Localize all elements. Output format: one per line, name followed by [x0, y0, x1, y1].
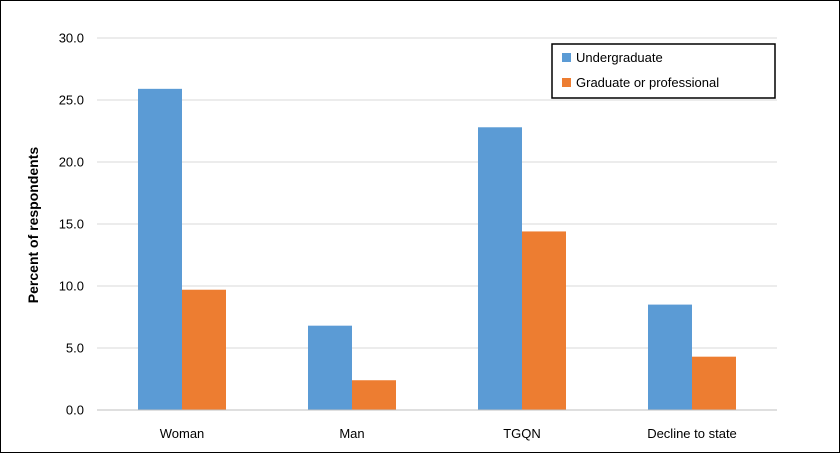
bar-undergraduate-woman — [138, 88, 182, 410]
y-tick-label: 20.0 — [59, 155, 84, 170]
bar-undergraduate-decline-to-state — [648, 304, 692, 410]
y-tick-label: 0.0 — [66, 403, 84, 418]
x-category-label: Man — [339, 426, 364, 441]
y-tick-label: 30.0 — [59, 31, 84, 46]
legend-box — [551, 43, 776, 99]
bar-graduate-tgqn — [522, 231, 566, 410]
x-category-label: Decline to state — [647, 426, 737, 441]
y-tick-label: 10.0 — [59, 279, 84, 294]
bar-graduate-woman — [182, 289, 226, 410]
x-category-label: Woman — [160, 426, 205, 441]
y-axis-title: Percent of respondents — [25, 147, 41, 304]
y-axis-ticks: 0.0 5.0 10.0 15.0 20.0 25.0 30.0 — [59, 31, 84, 418]
x-category-label: TGQN — [503, 426, 541, 441]
y-tick-label: 25.0 — [59, 93, 84, 108]
legend-label: Graduate or professional — [576, 75, 719, 90]
legend-label: Undergraduate — [576, 50, 663, 65]
y-tick-label: 15.0 — [59, 217, 84, 232]
x-axis-labels: Woman Man TGQN Decline to state — [160, 426, 737, 441]
legend-swatch — [562, 53, 571, 62]
legend-swatch — [562, 78, 571, 87]
bar-undergraduate-man — [308, 325, 352, 410]
bar-graduate-decline-to-state — [692, 356, 736, 410]
bars — [138, 88, 736, 410]
bar-graduate-man — [352, 380, 396, 410]
y-tick-label: 5.0 — [66, 341, 84, 356]
legend: Undergraduate Graduate or professional — [551, 43, 776, 99]
bar-undergraduate-tgqn — [478, 127, 522, 410]
